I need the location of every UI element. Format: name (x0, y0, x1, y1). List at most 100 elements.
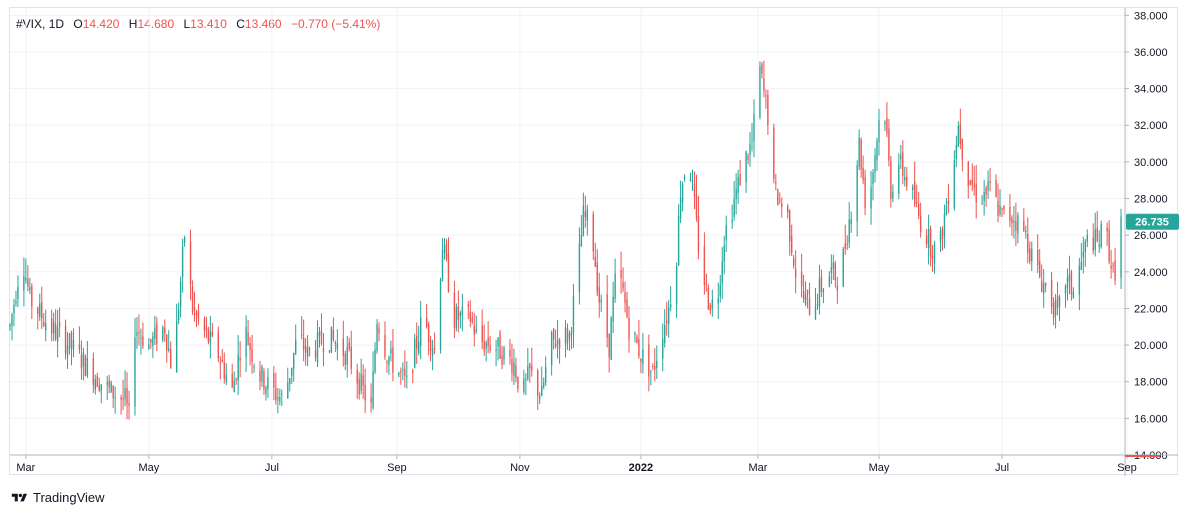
candle-body (606, 294, 608, 338)
close-value: 13.460 (244, 17, 282, 31)
candle-body (316, 332, 319, 363)
candle-body (13, 304, 15, 314)
candle-body (443, 245, 446, 254)
candle-body (917, 204, 920, 217)
candle-body (779, 199, 781, 201)
candle-body (939, 230, 942, 242)
candle-body (120, 397, 122, 400)
candle-body (402, 369, 404, 371)
candle-body (350, 346, 352, 369)
x-tick-label: Jul (265, 462, 279, 474)
candle-body (892, 191, 894, 199)
candle-body (72, 340, 75, 350)
candle-body (513, 362, 515, 377)
candle-body (636, 336, 638, 343)
chart-frame (9, 7, 1178, 475)
candle-body (92, 358, 95, 385)
candle-body (441, 250, 444, 282)
candle-body (17, 286, 19, 300)
candle-body (596, 262, 598, 293)
candle-body (509, 349, 511, 357)
candle-body (501, 355, 503, 365)
candle-body (683, 176, 686, 180)
candle-body (374, 349, 376, 372)
candle-body (525, 378, 527, 380)
candle-body (50, 318, 53, 334)
candle-body (943, 214, 946, 236)
candle-body (558, 339, 561, 349)
candle-body (223, 362, 225, 379)
candle-body (598, 287, 600, 303)
candle-body (330, 326, 333, 353)
candle-body (1023, 220, 1025, 232)
tradingview-brand[interactable]: TradingView (11, 490, 105, 505)
candle-body (425, 317, 428, 328)
candle-body (677, 216, 680, 266)
candle-body (898, 164, 900, 194)
candle-body (98, 385, 100, 391)
candle-body (622, 282, 624, 289)
candle-body (322, 348, 325, 353)
candle-body (372, 371, 374, 408)
candle-body (523, 378, 525, 392)
candle-body (568, 333, 571, 339)
candle-body (664, 325, 666, 344)
candle-body (973, 185, 975, 188)
candle-body (181, 246, 184, 277)
candle-body (626, 299, 628, 317)
candle-body (360, 373, 362, 391)
y-tick-label: 20.000 (1134, 340, 1168, 352)
candle-body (1056, 296, 1059, 308)
candle-body (164, 327, 166, 334)
candle-body (751, 141, 753, 143)
candle-body (697, 215, 700, 252)
candle-body (384, 335, 386, 358)
candle-body (52, 321, 55, 334)
y-tick-label: 24.000 (1134, 267, 1168, 279)
candle-body (650, 370, 652, 372)
candle-body (235, 379, 237, 381)
candle-body (681, 184, 684, 203)
candle-body (80, 354, 83, 369)
candle-body (640, 358, 642, 362)
candle-body (29, 286, 31, 291)
candle-body (804, 294, 807, 305)
candle-body (707, 287, 710, 310)
candle-body (358, 378, 360, 395)
candle-body (814, 306, 817, 320)
candle-body (253, 366, 255, 368)
brand-name: TradingView (33, 490, 105, 505)
candle-body (802, 291, 805, 300)
candle-body (175, 320, 178, 373)
candle-body (193, 307, 196, 310)
candle-body (902, 152, 904, 177)
candle-body (1054, 300, 1057, 316)
candle-body (485, 342, 487, 349)
y-tick-label: 38.000 (1134, 10, 1168, 22)
y-tick-label: 34.000 (1134, 84, 1168, 96)
candle-body (469, 311, 471, 322)
low-label: L (183, 17, 191, 31)
candle-body (570, 332, 573, 335)
candle-body (453, 292, 456, 328)
candle-body (648, 344, 650, 377)
candle-body (927, 228, 930, 249)
candle-body (957, 125, 960, 147)
candle-body (620, 270, 622, 278)
candle-body (445, 243, 448, 260)
candle-body (689, 178, 692, 181)
x-tick-label: Nov (510, 462, 530, 474)
candle-body (919, 215, 922, 232)
candle-body (23, 276, 25, 291)
candle-body (594, 256, 596, 267)
candle-body (386, 361, 388, 363)
candle-body (273, 373, 275, 388)
candle-body (874, 155, 876, 173)
candle-body (667, 307, 670, 325)
candle-body (183, 237, 186, 244)
candle-body (550, 332, 553, 366)
candle-body (219, 363, 221, 365)
candle-body (971, 179, 973, 186)
candle-body (205, 327, 208, 330)
